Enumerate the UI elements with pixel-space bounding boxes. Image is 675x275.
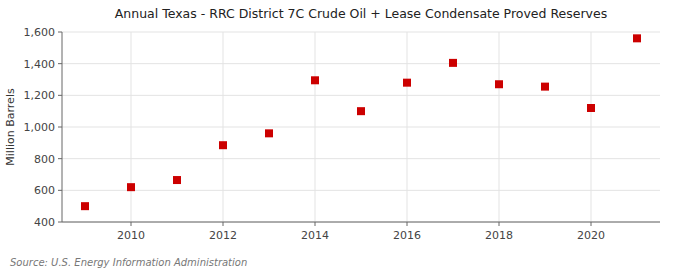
tick — [58, 222, 62, 223]
title: Annual Texas - RRC District 7C Crude Oil… — [115, 6, 607, 21]
point — [311, 76, 319, 84]
point — [265, 129, 273, 137]
tick-label: 600 — [34, 184, 55, 197]
tick — [591, 222, 592, 226]
point — [173, 176, 181, 184]
grid-line — [499, 32, 500, 222]
grid-line — [62, 32, 660, 33]
tick — [499, 222, 500, 226]
x-axis — [62, 222, 660, 223]
point — [357, 107, 365, 115]
tick-label: 2016 — [393, 229, 421, 242]
tick — [58, 63, 62, 64]
point — [587, 104, 595, 112]
tick-label: 1,400 — [24, 58, 56, 71]
grid-line — [62, 158, 660, 159]
point — [495, 80, 503, 88]
tick — [58, 158, 62, 159]
tick-label: 2010 — [117, 229, 145, 242]
tick-label: 1,200 — [24, 89, 56, 102]
point — [541, 83, 549, 91]
point — [81, 202, 89, 210]
tick — [131, 222, 132, 226]
point — [403, 79, 411, 87]
tick — [315, 222, 316, 226]
grid-line — [315, 32, 316, 222]
grid-line — [62, 222, 660, 223]
point — [449, 59, 457, 67]
grid-line — [131, 32, 132, 222]
tick — [58, 32, 62, 33]
tick — [58, 190, 62, 191]
point — [127, 183, 135, 191]
annotation: Source: U.S. Energy Information Administ… — [10, 257, 247, 268]
tick-label: 2012 — [209, 229, 237, 242]
grid-line — [62, 63, 660, 64]
axes: 400 600 800 1,000 1,200 1,400 1,600 2010 2012 201… — [24, 26, 606, 242]
tick — [407, 222, 408, 226]
grid-line — [223, 32, 224, 222]
point — [219, 141, 227, 149]
grid-line — [62, 190, 660, 191]
tick-label: 2018 — [485, 229, 513, 242]
tick-label: 400 — [34, 216, 55, 229]
grid-line — [591, 32, 592, 222]
tick-label: 800 — [34, 153, 55, 166]
tick-label: 1,600 — [24, 26, 56, 39]
tick — [223, 222, 224, 226]
grid-line — [407, 32, 408, 222]
tick — [58, 95, 62, 96]
tick-label: 2014 — [301, 229, 329, 242]
tick-label: 2020 — [577, 229, 605, 242]
point — [633, 34, 641, 42]
chart: 400 600 800 1,000 1,200 1,400 1,600 2010 2012 201… — [0, 0, 675, 275]
grid-line — [62, 95, 660, 96]
tick — [58, 127, 62, 128]
grid-line — [62, 127, 660, 128]
grid — [62, 32, 660, 222]
y-label: Million Barrels — [4, 88, 17, 166]
points — [81, 34, 641, 210]
tick-label: 1,000 — [24, 121, 56, 134]
